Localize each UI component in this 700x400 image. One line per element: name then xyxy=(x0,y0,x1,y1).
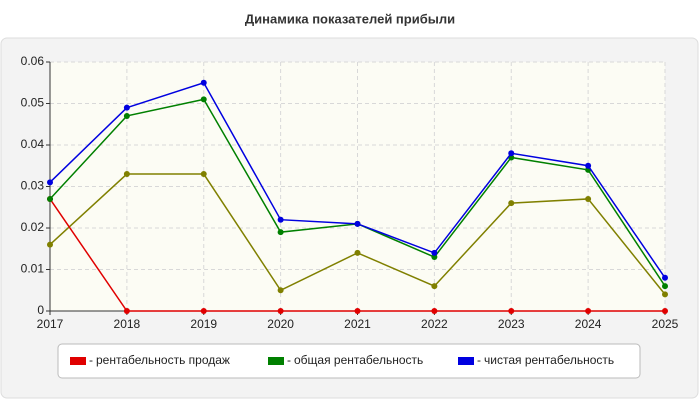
data-point xyxy=(585,195,592,202)
data-point xyxy=(662,291,668,298)
legend-swatch xyxy=(268,357,284,365)
data-point xyxy=(662,308,668,314)
data-point xyxy=(277,287,284,294)
data-point xyxy=(47,241,53,248)
data-point xyxy=(585,308,592,314)
data-point xyxy=(354,249,361,256)
data-point xyxy=(508,200,515,207)
x-tick-label: 2025 xyxy=(652,317,679,331)
x-tick-label: 2017 xyxy=(37,317,64,331)
data-point xyxy=(431,308,438,314)
data-point xyxy=(200,308,207,314)
data-point xyxy=(277,216,284,223)
data-point xyxy=(431,249,438,256)
legend-label: рентабельность продаж xyxy=(96,353,230,367)
data-point xyxy=(662,283,668,290)
y-tick-label: 0.01 xyxy=(21,262,45,276)
x-tick-label: 2024 xyxy=(575,317,602,331)
data-point xyxy=(200,79,207,86)
x-tick-label: 2020 xyxy=(267,317,294,331)
x-tick-label: 2018 xyxy=(114,317,141,331)
data-point xyxy=(585,162,592,169)
legend-dash: - xyxy=(477,353,481,367)
legend-swatch xyxy=(70,357,86,365)
data-point xyxy=(431,283,438,290)
x-tick-label: 2021 xyxy=(344,317,371,331)
legend-label: общая рентабельность xyxy=(294,353,423,367)
y-tick-label: 0.06 xyxy=(21,54,45,68)
legend-label: чистая рентабельность xyxy=(484,353,614,367)
data-point xyxy=(123,308,130,314)
x-tick-label: 2022 xyxy=(421,317,448,331)
data-point xyxy=(200,96,207,103)
data-point xyxy=(354,220,361,227)
x-tick-label: 2019 xyxy=(190,317,217,331)
y-tick-label: 0.04 xyxy=(21,137,45,151)
data-point xyxy=(277,308,284,314)
data-point xyxy=(508,150,515,157)
legend-dash: - xyxy=(89,353,93,367)
y-tick-label: 0.02 xyxy=(21,220,45,234)
data-point xyxy=(662,274,668,281)
legend xyxy=(57,343,641,379)
data-point xyxy=(200,171,207,178)
data-point xyxy=(123,104,130,111)
y-tick-label: 0.03 xyxy=(21,179,45,193)
data-point xyxy=(123,171,130,178)
legend-swatch xyxy=(458,357,474,365)
chart-title: Динамика показателей прибыли xyxy=(245,11,455,26)
data-point xyxy=(123,112,130,119)
legend-dash: - xyxy=(287,353,291,367)
data-point xyxy=(431,254,438,261)
data-point xyxy=(508,308,515,314)
y-tick-label: 0 xyxy=(37,303,44,317)
y-tick-label: 0.05 xyxy=(21,96,45,110)
data-point xyxy=(354,308,361,314)
data-point xyxy=(47,179,53,186)
data-point xyxy=(47,195,53,202)
data-point xyxy=(277,229,284,236)
x-tick-label: 2023 xyxy=(498,317,525,331)
